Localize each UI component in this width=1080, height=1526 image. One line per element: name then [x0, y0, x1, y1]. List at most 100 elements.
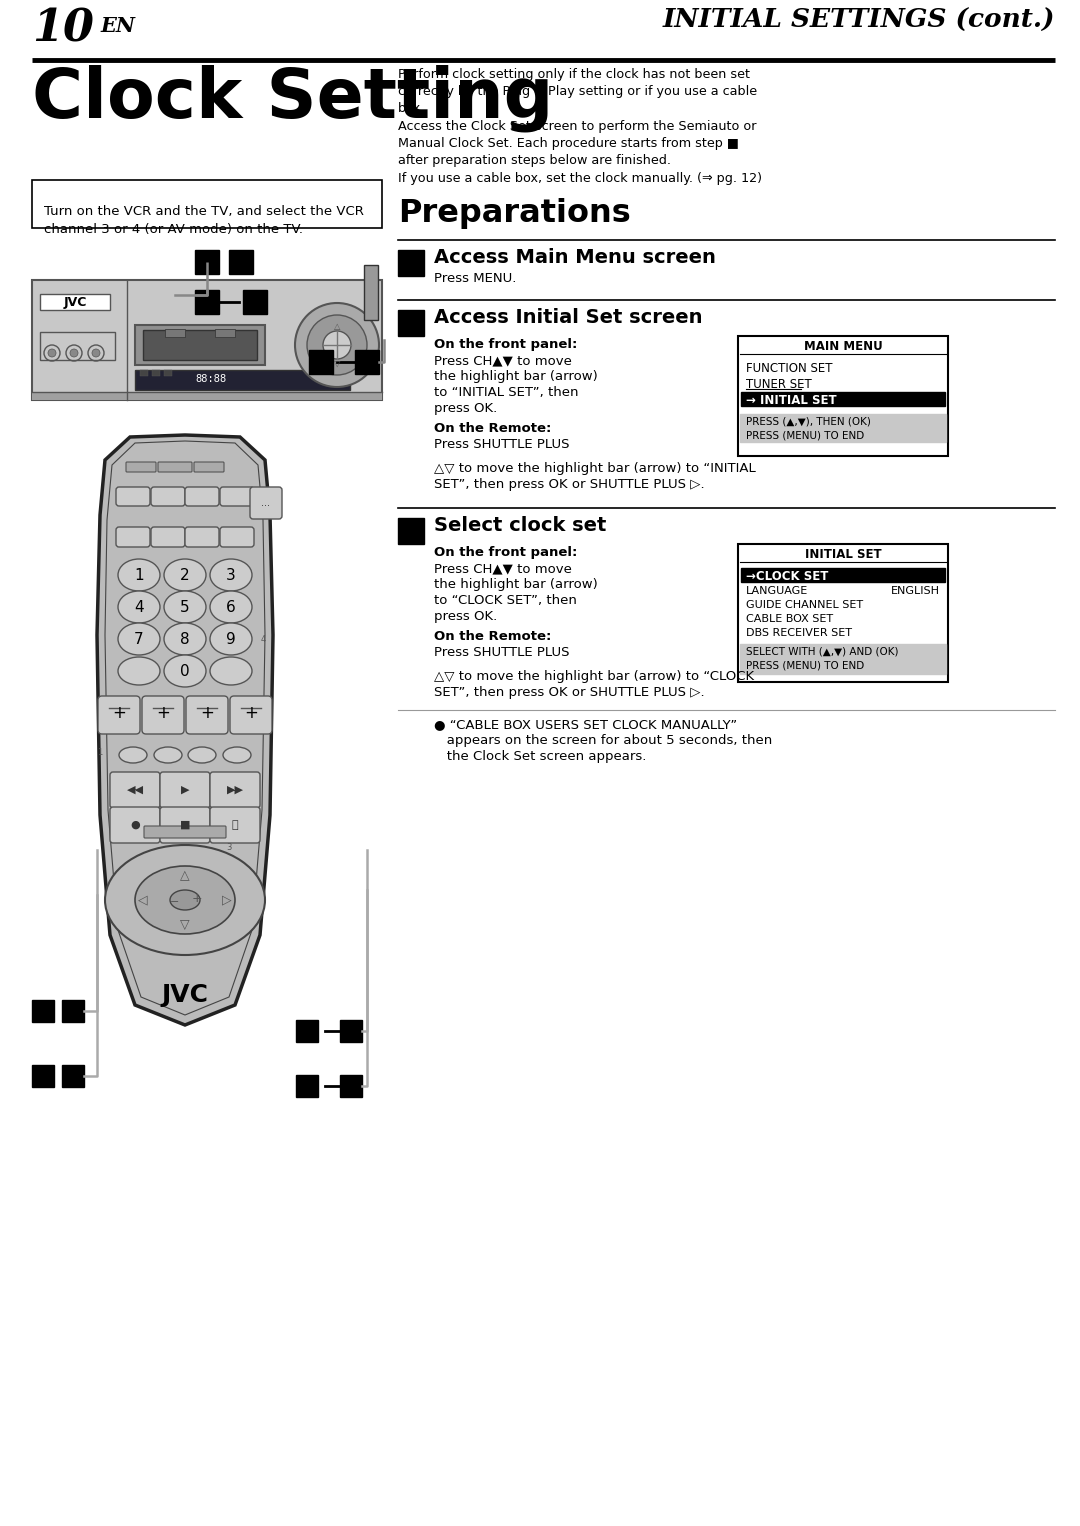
Text: 7: 7: [134, 632, 144, 647]
Text: 4: 4: [260, 635, 266, 644]
Ellipse shape: [164, 655, 206, 687]
Circle shape: [48, 349, 56, 357]
Text: ● “CABLE BOX USERS SET CLOCK MANUALLY”: ● “CABLE BOX USERS SET CLOCK MANUALLY”: [434, 719, 738, 731]
Text: Access the Clock Set screen to perform the Semiauto or
Manual Clock Set. Each pr: Access the Clock Set screen to perform t…: [399, 121, 756, 166]
Text: Press CH▲▼ to move: Press CH▲▼ to move: [434, 354, 572, 366]
Text: FUNCTION SET: FUNCTION SET: [746, 362, 833, 375]
Ellipse shape: [119, 748, 147, 763]
Bar: [355, 349, 379, 374]
Bar: [164, 369, 172, 375]
FancyBboxPatch shape: [110, 772, 160, 807]
Circle shape: [92, 349, 100, 357]
Ellipse shape: [118, 591, 160, 623]
Text: EN: EN: [100, 15, 135, 37]
Text: ◀◀: ◀◀: [126, 784, 144, 795]
Circle shape: [307, 314, 367, 375]
Text: the Clock Set screen appears.: the Clock Set screen appears.: [434, 749, 646, 763]
Text: PRESS (▲,▼), THEN (OK): PRESS (▲,▼), THEN (OK): [746, 417, 870, 426]
Bar: [165, 330, 185, 337]
Bar: [738, 543, 948, 682]
Bar: [364, 266, 378, 320]
Bar: [399, 250, 424, 276]
Bar: [340, 1074, 362, 1097]
Text: If you use a cable box, set the clock manually. (⇒ pg. 12): If you use a cable box, set the clock ma…: [399, 172, 762, 185]
Bar: [243, 290, 267, 314]
Ellipse shape: [164, 559, 206, 591]
Text: 2: 2: [180, 568, 190, 583]
Text: ■: ■: [179, 819, 190, 830]
Text: SELECT WITH (▲,▼) AND (OK): SELECT WITH (▲,▼) AND (OK): [746, 645, 899, 656]
Bar: [229, 250, 253, 275]
Text: ▷: ▷: [222, 894, 232, 906]
Circle shape: [70, 349, 78, 357]
Bar: [195, 250, 219, 275]
Text: Press SHUTTLE PLUS: Press SHUTTLE PLUS: [434, 438, 569, 452]
Text: the highlight bar (arrow): the highlight bar (arrow): [434, 578, 597, 591]
Text: INITIAL SETTINGS (cont.): INITIAL SETTINGS (cont.): [662, 8, 1055, 34]
FancyBboxPatch shape: [186, 696, 228, 734]
FancyBboxPatch shape: [220, 487, 254, 507]
Bar: [135, 325, 265, 365]
Text: JVC: JVC: [64, 296, 86, 308]
Text: to “CLOCK SET”, then: to “CLOCK SET”, then: [434, 594, 577, 607]
Bar: [296, 1019, 318, 1042]
Bar: [32, 1065, 54, 1087]
Text: 3: 3: [227, 842, 232, 852]
Text: 3: 3: [226, 568, 235, 583]
Ellipse shape: [170, 890, 200, 909]
FancyBboxPatch shape: [151, 526, 185, 546]
FancyBboxPatch shape: [98, 696, 140, 734]
Text: Access Initial Set screen: Access Initial Set screen: [434, 308, 702, 327]
Text: MAIN MENU: MAIN MENU: [804, 340, 882, 353]
Ellipse shape: [118, 623, 160, 655]
Text: ▽: ▽: [180, 917, 190, 931]
Bar: [195, 290, 219, 314]
Bar: [309, 349, 333, 374]
Text: Perform clock setting only if the clock has not been set
correctly by the Plug &: Perform clock setting only if the clock …: [399, 69, 757, 114]
FancyBboxPatch shape: [249, 487, 282, 519]
Ellipse shape: [188, 748, 216, 763]
Bar: [32, 392, 382, 400]
Bar: [740, 414, 946, 443]
Text: On the front panel:: On the front panel:: [434, 337, 578, 351]
Text: △▽ to move the highlight bar (arrow) to “CLOCK: △▽ to move the highlight bar (arrow) to …: [434, 670, 754, 684]
Bar: [741, 392, 945, 406]
Text: △▽ to move the highlight bar (arrow) to “INITIAL: △▽ to move the highlight bar (arrow) to …: [434, 462, 756, 475]
Text: SET”, then press OK or SHUTTLE PLUS ▷.: SET”, then press OK or SHUTTLE PLUS ▷.: [434, 687, 704, 699]
Ellipse shape: [210, 591, 252, 623]
Text: CABLE BOX SET: CABLE BOX SET: [746, 613, 833, 624]
Text: +: +: [112, 703, 126, 722]
FancyBboxPatch shape: [210, 807, 260, 842]
Bar: [738, 336, 948, 456]
Bar: [40, 333, 114, 360]
Text: INITIAL SET: INITIAL SET: [805, 548, 881, 562]
Text: △: △: [334, 322, 340, 331]
Bar: [62, 1000, 84, 1022]
Bar: [32, 1000, 54, 1022]
Bar: [296, 1074, 318, 1097]
Text: −: −: [171, 897, 179, 906]
Bar: [740, 644, 946, 674]
FancyBboxPatch shape: [110, 807, 160, 842]
Bar: [399, 517, 424, 543]
Text: 0: 0: [180, 664, 190, 679]
Text: 1: 1: [134, 568, 144, 583]
Text: ▶: ▶: [180, 784, 189, 795]
Text: to “INITIAL SET”, then: to “INITIAL SET”, then: [434, 386, 579, 398]
Bar: [40, 295, 110, 310]
Text: +: +: [157, 703, 170, 722]
FancyBboxPatch shape: [194, 462, 224, 472]
Text: Press SHUTTLE PLUS: Press SHUTTLE PLUS: [434, 645, 569, 659]
Text: On the Remote:: On the Remote:: [434, 423, 552, 435]
Text: 10: 10: [32, 8, 94, 50]
Text: Turn on the VCR and the TV, and select the VCR
channel 3 or 4 (or AV mode) on th: Turn on the VCR and the TV, and select t…: [44, 204, 364, 237]
Ellipse shape: [210, 623, 252, 655]
Text: LANGUAGE: LANGUAGE: [746, 586, 808, 597]
FancyBboxPatch shape: [160, 807, 210, 842]
Ellipse shape: [118, 559, 160, 591]
FancyBboxPatch shape: [185, 487, 219, 507]
Ellipse shape: [135, 865, 235, 934]
Bar: [215, 330, 235, 337]
Circle shape: [295, 304, 379, 388]
Text: Preparations: Preparations: [399, 198, 631, 229]
